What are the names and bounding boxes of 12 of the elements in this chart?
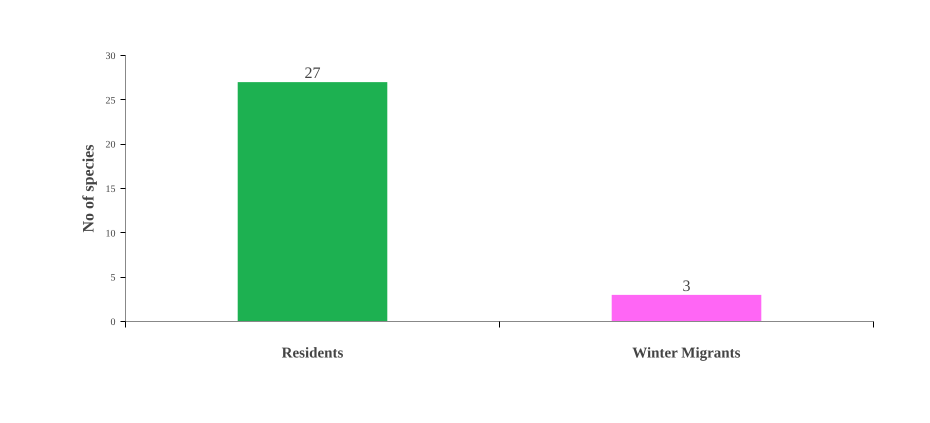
data-label: 3 xyxy=(682,278,690,295)
y-tick-label: 25 xyxy=(106,95,116,106)
x-tick-label: Residents xyxy=(282,346,344,362)
y-axis-title: No of species xyxy=(80,144,98,232)
y-tick-label: 15 xyxy=(106,184,116,195)
y-tick-label: 0 xyxy=(110,317,116,328)
y-tick-label: 10 xyxy=(106,228,116,240)
y-tick-label: 30 xyxy=(106,51,116,62)
data-label: 27 xyxy=(304,65,320,82)
y-tick-label: 20 xyxy=(106,140,116,151)
y-tick-label: 5 xyxy=(110,272,116,284)
x-tick-label: Winter Migrants xyxy=(632,346,741,362)
